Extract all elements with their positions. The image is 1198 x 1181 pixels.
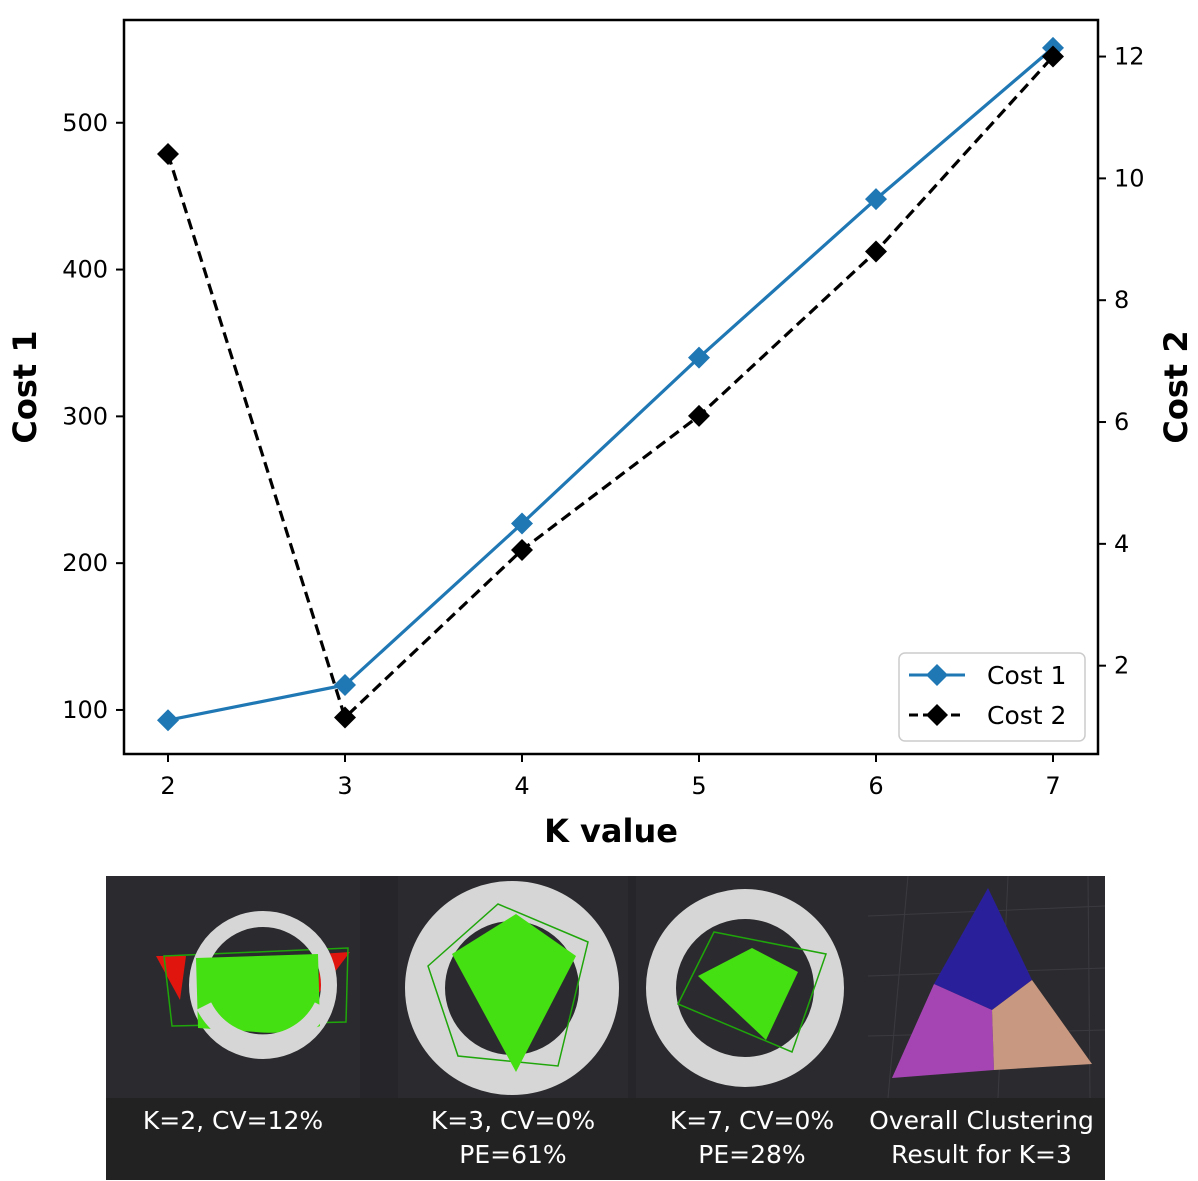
x-tick-label: 4 (514, 772, 529, 800)
y-axis-left: 100 200 300 400 500 (62, 109, 124, 724)
y-tick-label: 400 (62, 256, 108, 284)
y2-tick-label: 10 (1114, 164, 1145, 192)
white-ring (405, 881, 619, 1095)
series-line-cost-1 (167, 46, 1055, 722)
caption-overall-line1: Overall Clustering (869, 1106, 1094, 1135)
green-outline (427, 903, 589, 1067)
caption-k7-line1: K=7, CV=0% (669, 1106, 835, 1135)
point-cost-2 (511, 538, 533, 561)
point-cost-2 (688, 404, 710, 427)
plot-frame (122, 18, 1100, 756)
panel-k2 (106, 876, 360, 1098)
green-cluster (452, 914, 576, 1072)
k7-render (646, 889, 844, 1087)
legend: Cost 1 Cost 2 (898, 652, 1086, 742)
series-layer (157, 36, 1064, 732)
caption-overall: Overall Clustering Result for K=3 (858, 1104, 1105, 1172)
magenta-cluster (892, 984, 994, 1078)
panel-k3 (398, 876, 628, 1098)
x-tick-label: 2 (160, 772, 175, 800)
caption-k7: K=7, CV=0% PE=28% (636, 1104, 868, 1172)
caption-k3: K=3, CV=0% PE=61% (398, 1104, 628, 1172)
point-cost-2 (334, 706, 356, 729)
x-tick-label: 3 (337, 772, 352, 800)
green-cluster (698, 948, 798, 1040)
y2-tick-label: 2 (1114, 652, 1129, 680)
grid-line (887, 876, 909, 1098)
blue-cluster (934, 888, 1032, 1010)
green-outline (676, 931, 827, 1054)
y-axis-left-title: Cost 1 (6, 330, 44, 443)
x-tick-label: 6 (868, 772, 883, 800)
y-tick-label: 300 (62, 402, 108, 430)
y-tick-label: 500 (62, 109, 108, 137)
y-tick-label: 200 (62, 549, 108, 577)
clustering-results-strip: K=2, CV=12% K=3, CV=0% PE=61% K=7, CV=0%… (106, 876, 1105, 1180)
x-tick-label: 5 (691, 772, 706, 800)
point-cost-1 (334, 674, 356, 697)
point-cost-1 (511, 512, 533, 535)
panel-k7 (636, 876, 868, 1098)
caption-overall-line2: Result for K=3 (891, 1140, 1072, 1169)
legend-label-cost-1: Cost 1 (987, 661, 1066, 690)
y-tick-label: 100 (62, 696, 108, 724)
point-cost-2 (865, 240, 887, 263)
y2-tick-label: 6 (1114, 408, 1129, 436)
x-tick-label: 7 (1045, 772, 1060, 800)
x-axis: 2 3 4 5 6 7 (160, 754, 1061, 800)
green-cluster (196, 954, 320, 1033)
panel-overall (868, 876, 1105, 1098)
white-ring (646, 889, 844, 1087)
grid-line (1087, 876, 1091, 1098)
point-cost-2 (157, 143, 179, 166)
series-line-cost-2 (166, 55, 1055, 721)
caption-k2: K=2, CV=12% (106, 1104, 360, 1138)
k3-render (405, 881, 619, 1095)
y-axis-right-title: Cost 2 (1157, 330, 1195, 443)
y2-tick-label: 4 (1114, 530, 1129, 558)
point-cost-1 (865, 188, 887, 211)
y-axis-right: 2 4 6 8 10 12 (1098, 43, 1145, 680)
red-cluster-left (156, 956, 186, 1000)
ring-front-arc (196, 1002, 330, 1051)
y2-tick-label: 12 (1114, 43, 1145, 71)
legend-marker-cost-1 (926, 664, 948, 686)
caption-k3-line2: PE=61% (459, 1140, 567, 1169)
caption-k7-line2: PE=28% (698, 1140, 806, 1169)
legend-label-cost-2: Cost 2 (987, 701, 1066, 730)
overall-render (868, 876, 1105, 1098)
caption-k2-line1: K=2, CV=12% (142, 1106, 324, 1135)
caption-bar: K=2, CV=12% K=3, CV=0% PE=61% K=7, CV=0%… (106, 1098, 1105, 1180)
green-outline (163, 947, 349, 1027)
peach-cluster (992, 980, 1092, 1070)
k2-render (156, 911, 350, 1059)
legend-marker-cost-2 (926, 704, 948, 726)
point-cost-1 (157, 709, 179, 732)
caption-k3-line1: K=3, CV=0% (430, 1106, 596, 1135)
point-cost-2 (1042, 45, 1064, 68)
y2-tick-label: 8 (1114, 286, 1129, 314)
point-cost-1 (688, 346, 710, 369)
x-axis-title: K value (544, 812, 678, 850)
